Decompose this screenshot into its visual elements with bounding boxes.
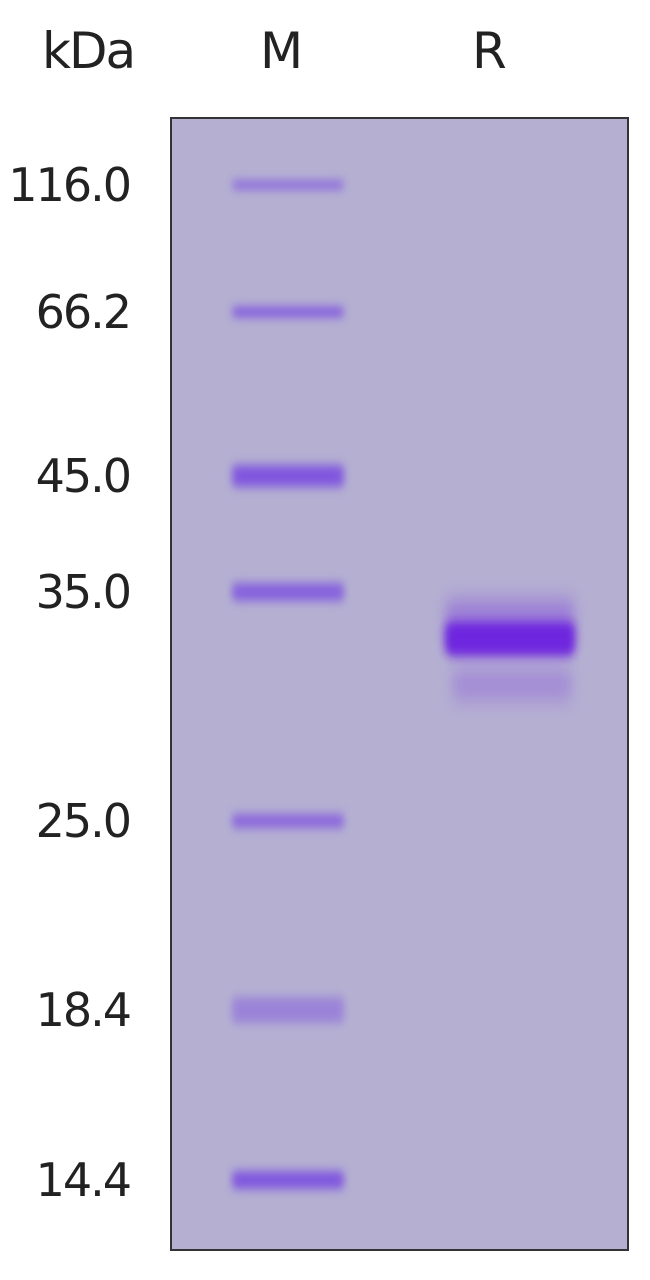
marker-label: 66.2 bbox=[35, 285, 132, 339]
marker-band bbox=[232, 1171, 344, 1189]
marker-band bbox=[232, 465, 344, 487]
sample-band bbox=[445, 622, 575, 656]
marker-band bbox=[232, 181, 344, 189]
marker-label: 25.0 bbox=[35, 794, 132, 848]
marker-band bbox=[232, 583, 344, 601]
unit-header: kDa bbox=[42, 22, 136, 80]
marker-band bbox=[232, 814, 344, 828]
marker-label: 116.0 bbox=[8, 158, 132, 212]
marker-label: 18.4 bbox=[35, 983, 132, 1037]
sample-band bbox=[452, 670, 572, 700]
marker-band bbox=[232, 307, 344, 317]
marker-label: 45.0 bbox=[35, 449, 132, 503]
lane-header-marker: M bbox=[260, 22, 303, 80]
marker-label: 35.0 bbox=[35, 565, 132, 619]
marker-band bbox=[232, 997, 344, 1023]
marker-label: 14.4 bbox=[35, 1153, 132, 1207]
lane-header-sample: R bbox=[472, 22, 507, 80]
